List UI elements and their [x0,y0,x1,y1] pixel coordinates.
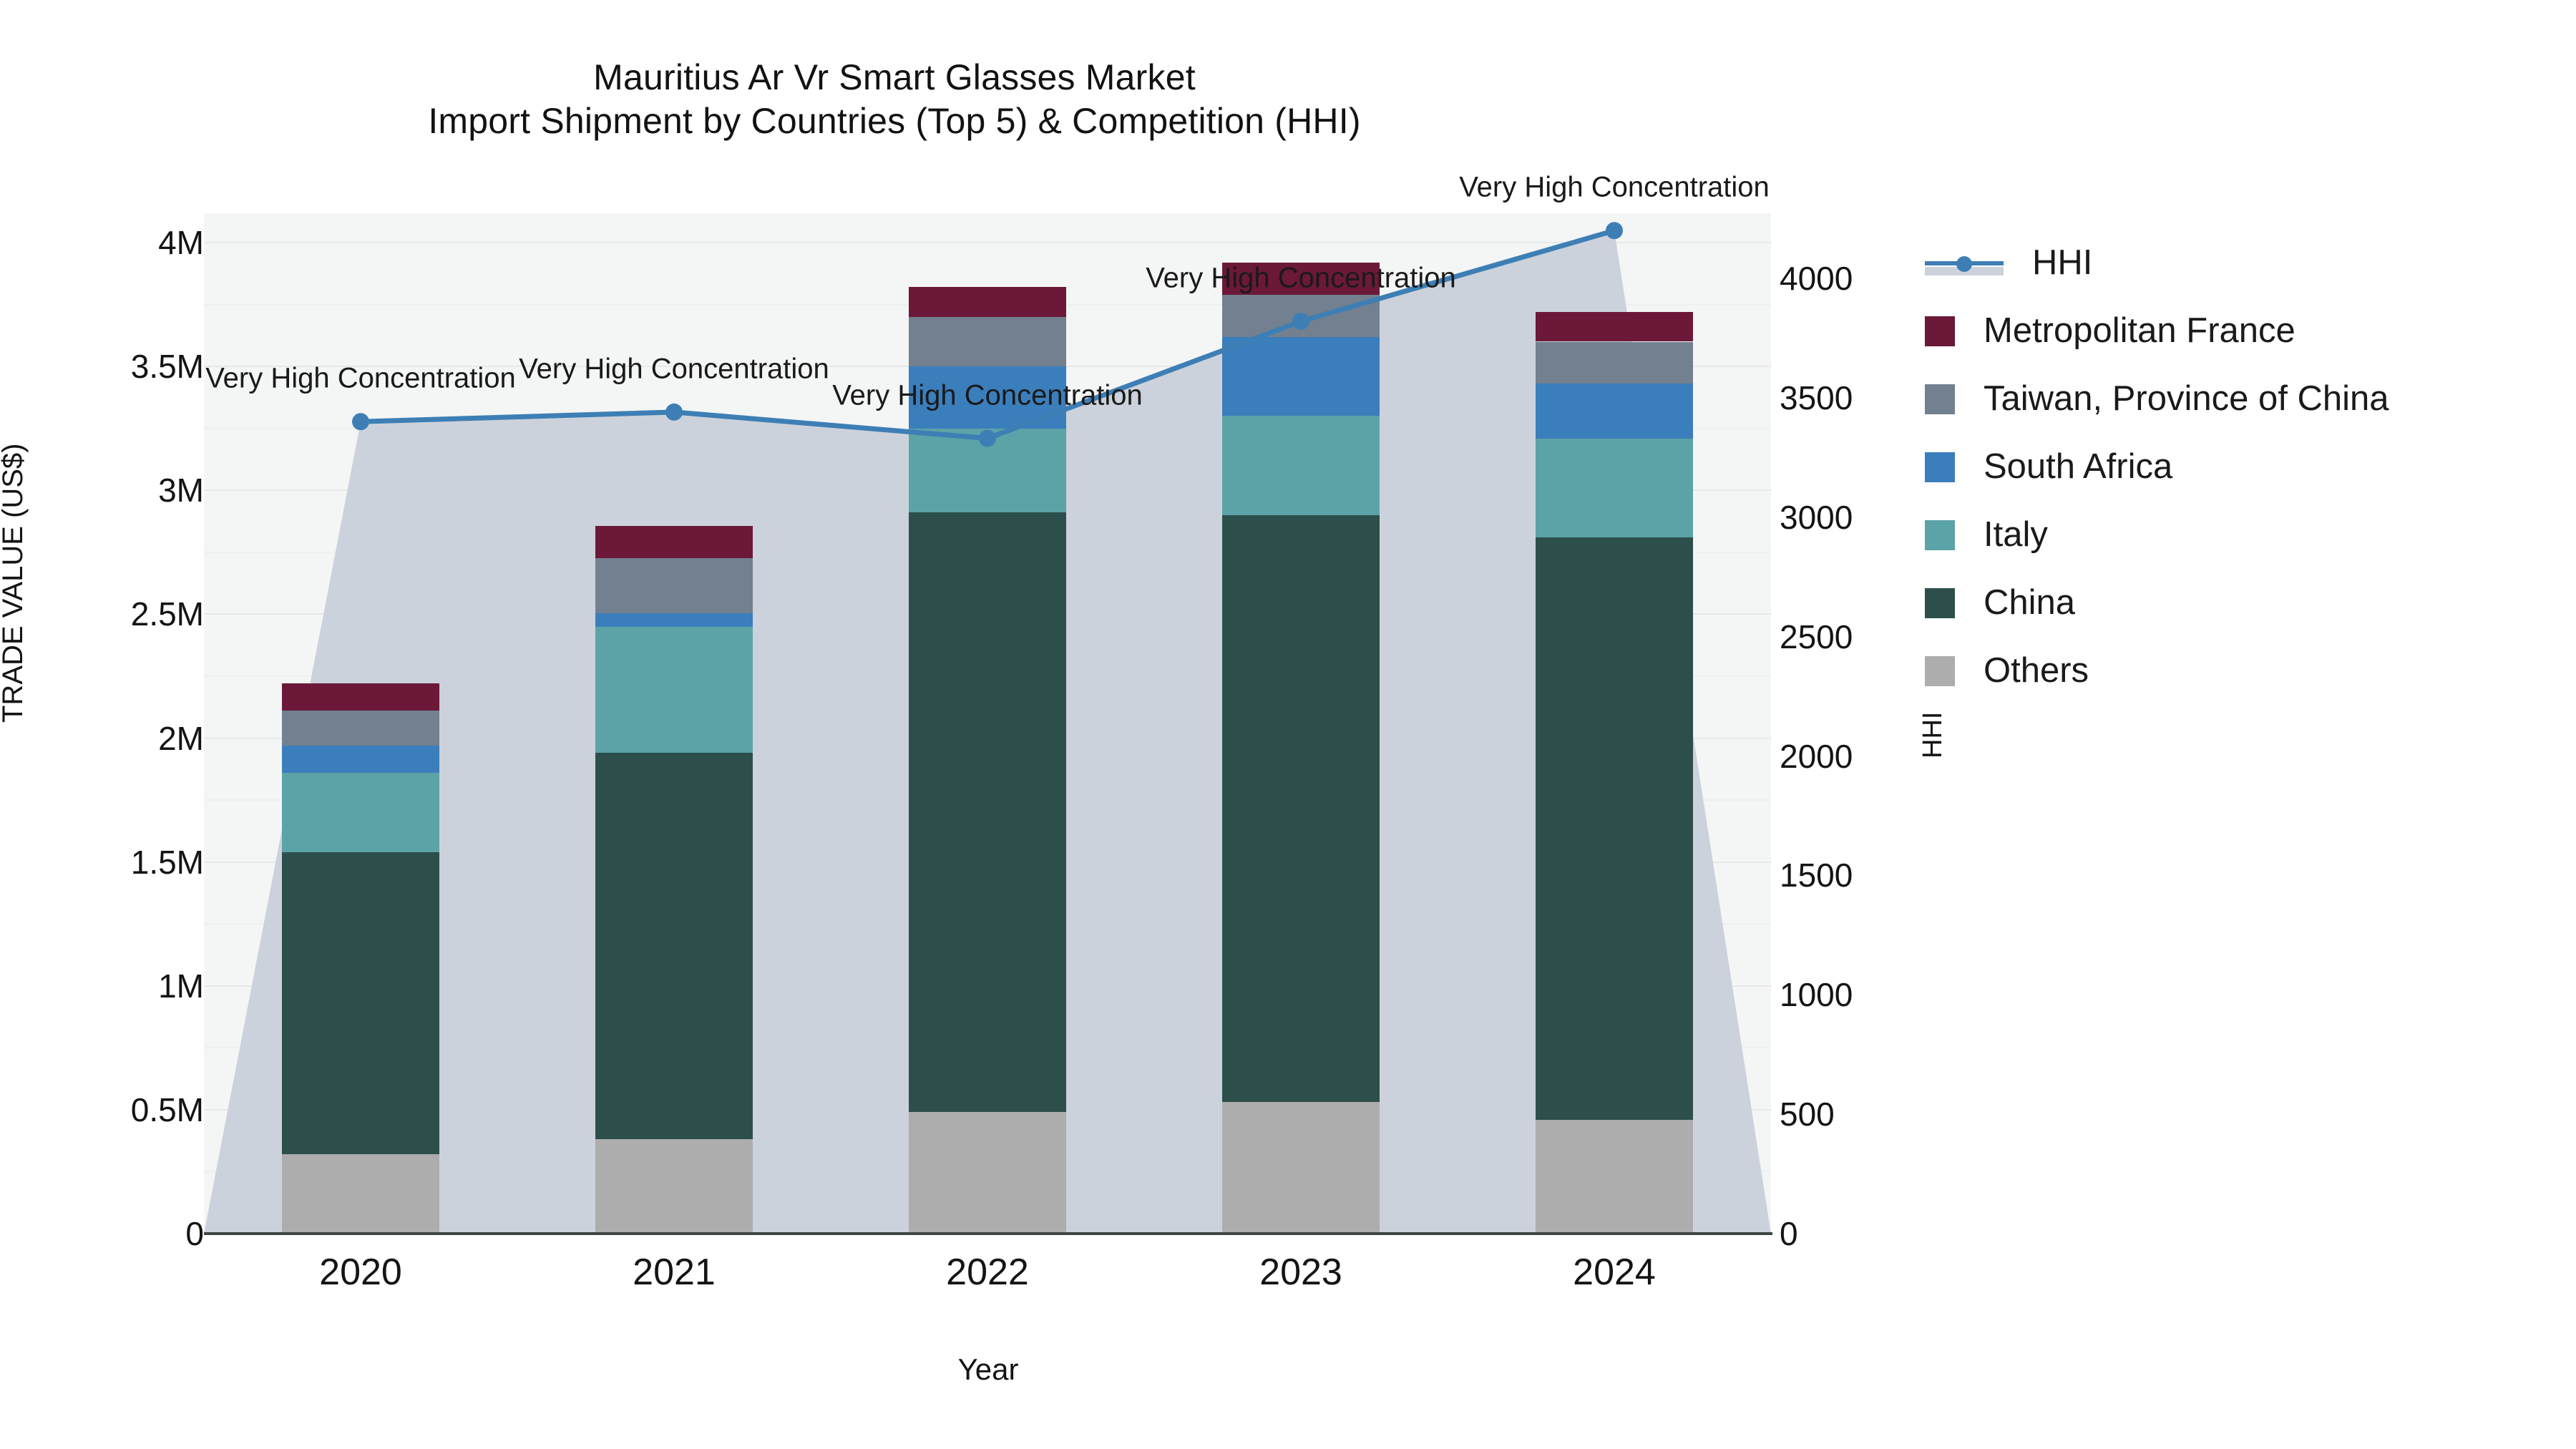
legend-item-label: Metropolitan France [1984,311,2296,350]
bar-segment[interactable] [1536,1119,1693,1234]
y2-axis-tick-label: 4000 [1780,260,1853,297]
y2-axis-title: HHI [1918,711,1948,758]
gridline [204,242,1771,243]
legend-item[interactable]: China [1925,569,2555,637]
hhi-annotation: Very High Concentration [832,379,1143,411]
chart-title-line-1: Mauritius Ar Vr Smart Glasses Market [593,57,1196,97]
bar-segment[interactable] [595,1139,753,1234]
y-axis-tick-label: 3.5M [130,348,204,386]
y2-axis-tick-label: 2000 [1780,737,1853,775]
legend-color-swatch [1925,452,1955,482]
bar-segment[interactable] [909,316,1066,367]
bar-segment[interactable] [595,558,753,613]
legend-color-swatch [1925,655,1955,686]
legend-item[interactable]: Italy [1925,501,2555,569]
bar-segment[interactable] [282,711,439,746]
legend-item[interactable]: Others [1925,637,2555,705]
bar-segment[interactable] [595,753,753,1140]
bar-segment[interactable] [909,287,1066,317]
y2-axis-tick-label: 500 [1780,1096,1835,1133]
y-axis-tick-label: 3M [158,472,204,509]
bar-segment[interactable] [1222,514,1380,1103]
y-axis-title: TRADE VALUE (US$) [0,443,29,723]
y2-axis-tick-label: 3500 [1780,379,1853,416]
bar-segment[interactable] [595,613,753,627]
bar-segment[interactable] [282,852,439,1155]
chart-title: Mauritius Ar Vr Smart Glasses Market Imp… [0,56,1789,143]
legend-item[interactable]: South Africa [1925,433,2555,501]
x-axis-title: Year [957,1352,1019,1386]
legend-item-label: South Africa [1984,447,2173,486]
bar-segment[interactable] [1536,311,1693,342]
legend-item[interactable]: Metropolitan France [1925,297,2555,365]
legend-item[interactable]: Taiwan, Province of China [1925,365,2555,433]
y2-axis-tick-label: 2500 [1780,618,1853,655]
legend-item-label: Others [1984,651,2089,690]
y-axis-tick-label: 0.5M [130,1091,204,1128]
bar-segment[interactable] [595,626,753,753]
bar-segment[interactable] [1222,336,1380,416]
hhi-annotation: Very High Concentration [519,353,829,385]
bar-segment[interactable] [1536,537,1693,1120]
y-axis-tick-label: 0 [185,1215,204,1252]
bar-segment[interactable] [282,745,439,773]
x-axis-tick-label: 2023 [1259,1252,1342,1293]
chart-legend: HHI Metropolitan France Taiwan, Province o… [1925,229,2555,705]
x-axis-tick-label: 2021 [633,1252,716,1293]
bar-segment[interactable] [282,772,439,852]
x-axis-line [204,1232,1772,1235]
legend-color-swatch [1925,519,1955,550]
x-axis-tick-label: 2022 [946,1252,1029,1293]
y2-axis-tick-label: 3000 [1780,498,1853,536]
bar-segment[interactable] [1222,416,1380,515]
bar-segment[interactable] [282,683,439,711]
y2-axis-tick-label: 1500 [1780,857,1853,894]
legend-line-marker [1925,248,2004,278]
plot-area [204,213,1771,1234]
hhi-annotation: Very High Concentration [205,362,516,394]
legend-item[interactable]: HHI [1925,229,2555,297]
y2-axis-tick-label: 1000 [1780,976,1853,1014]
legend-color-swatch [1925,587,1955,618]
bar-segment[interactable] [1222,1102,1380,1234]
bar-segment[interactable] [1222,262,1380,295]
hhi-line[interactable] [204,213,1771,1234]
bar-segment[interactable] [909,1112,1066,1234]
legend-item-label: Italy [1984,515,2048,554]
hhi-annotation: Very High Concentration [1146,262,1456,294]
y-axis-tick-label: 1.5M [130,843,204,881]
bar-segment[interactable] [1536,341,1693,384]
x-axis-tick-label: 2024 [1573,1252,1656,1293]
hhi-annotation: Very High Concentration [1459,171,1770,203]
bar-segment[interactable] [909,512,1066,1113]
bar-segment[interactable] [282,1154,439,1234]
plot-content [204,213,1771,1234]
y2-axis-tick-label: 0 [1780,1215,1798,1252]
y-axis-tick-label: 2M [158,719,204,757]
x-axis-tick-label: 2020 [319,1252,402,1293]
y-axis-tick-label: 4M [158,224,204,261]
legend-item-label: Taiwan, Province of China [1984,379,2389,418]
chart-title-line-2: Import Shipment by Countries (Top 5) & C… [428,101,1361,141]
legend-color-swatch [1925,384,1955,414]
y-axis-tick-label: 1M [158,967,204,1005]
legend-item-label: HHI [2032,243,2093,282]
legend-color-swatch [1925,316,1955,346]
bar-segment[interactable] [595,526,753,559]
legend-item-label: China [1984,583,2076,622]
bar-segment[interactable] [1536,384,1693,439]
y-axis-tick-label: 2.5M [130,595,204,633]
bar-segment[interactable] [1536,438,1693,538]
